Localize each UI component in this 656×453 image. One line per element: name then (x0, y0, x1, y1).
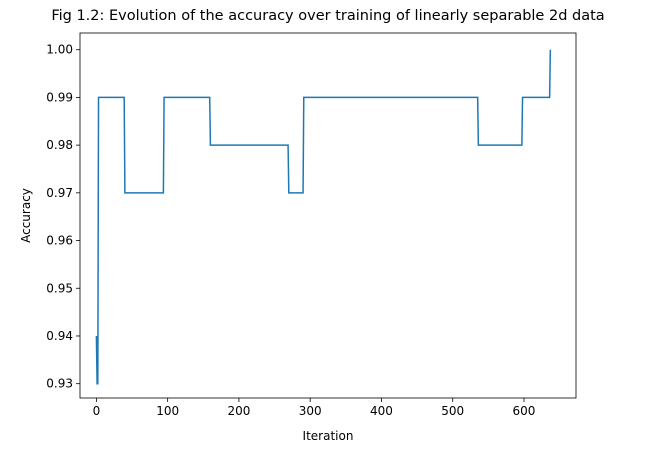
x-axis-label: Iteration (303, 429, 354, 443)
y-axis-label: Accuracy (19, 188, 33, 243)
y-tick-label: 0.95 (46, 281, 73, 295)
x-tick-label: 500 (441, 404, 464, 418)
y-tick-label: 0.94 (46, 329, 73, 343)
accuracy-series-line (95, 49, 552, 385)
x-tick-label: 600 (513, 404, 536, 418)
y-tick-label: 0.98 (46, 138, 73, 152)
chart-title: Fig 1.2: Evolution of the accuracy over … (51, 8, 604, 24)
y-tick-label: 0.93 (46, 377, 73, 391)
y-tick-label: 0.96 (46, 234, 73, 248)
y-tick-label: 0.97 (46, 186, 73, 200)
plot-area-frame (79, 32, 577, 399)
x-tick-label: 400 (370, 404, 393, 418)
x-axis: 0 100 200 300 400 500 600 (93, 398, 536, 418)
x-tick-label: 300 (299, 404, 322, 418)
x-tick-label: 200 (227, 404, 250, 418)
x-tick-label: 0 (93, 404, 101, 418)
y-tick-label: 1.00 (46, 43, 73, 57)
y-axis: 0.93 0.94 0.95 0.96 0.97 0.98 0.99 1.00 (46, 43, 80, 391)
y-tick-label: 0.99 (46, 90, 73, 104)
x-tick-label: 100 (156, 404, 179, 418)
